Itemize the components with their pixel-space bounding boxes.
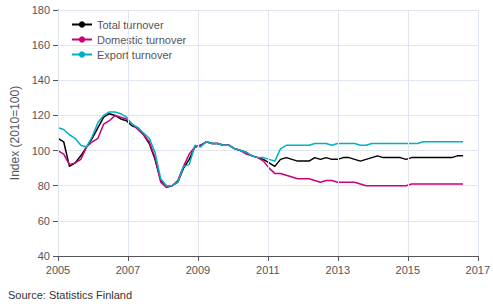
svg-text:120: 120 <box>32 109 50 121</box>
svg-text:40: 40 <box>38 250 50 262</box>
svg-text:160: 160 <box>32 39 50 51</box>
svg-text:2017: 2017 <box>466 264 490 276</box>
svg-text:2007: 2007 <box>116 264 140 276</box>
svg-text:140: 140 <box>32 74 50 86</box>
svg-text:Source: Statistics Finland: Source: Statistics Finland <box>8 289 132 301</box>
svg-text:2009: 2009 <box>186 264 210 276</box>
svg-text:60: 60 <box>38 215 50 227</box>
svg-text:100: 100 <box>32 145 50 157</box>
svg-text:2011: 2011 <box>256 264 280 276</box>
svg-text:Domestic turnover: Domestic turnover <box>97 34 187 46</box>
svg-text:Total turnover: Total turnover <box>97 19 164 31</box>
svg-text:Index (2010=100): Index (2010=100) <box>8 86 22 180</box>
svg-text:2005: 2005 <box>46 264 70 276</box>
svg-text:Export turnover: Export turnover <box>97 49 173 61</box>
svg-text:2015: 2015 <box>396 264 420 276</box>
svg-text:80: 80 <box>38 180 50 192</box>
svg-text:180: 180 <box>32 4 50 16</box>
svg-text:2013: 2013 <box>326 264 350 276</box>
